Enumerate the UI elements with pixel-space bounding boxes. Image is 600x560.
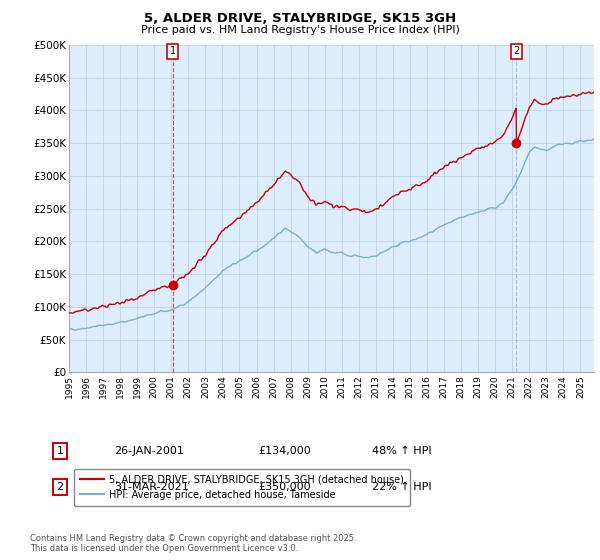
Text: 5, ALDER DRIVE, STALYBRIDGE, SK15 3GH: 5, ALDER DRIVE, STALYBRIDGE, SK15 3GH xyxy=(144,12,456,25)
Text: 26-JAN-2001: 26-JAN-2001 xyxy=(114,446,184,456)
Text: 48% ↑ HPI: 48% ↑ HPI xyxy=(372,446,431,456)
Text: 1: 1 xyxy=(56,446,64,456)
Text: 31-MAR-2021: 31-MAR-2021 xyxy=(114,482,189,492)
Text: 1: 1 xyxy=(170,46,176,57)
Text: £134,000: £134,000 xyxy=(258,446,311,456)
Text: 2: 2 xyxy=(514,46,520,57)
Text: £350,000: £350,000 xyxy=(258,482,311,492)
Text: Price paid vs. HM Land Registry's House Price Index (HPI): Price paid vs. HM Land Registry's House … xyxy=(140,25,460,35)
Text: 22% ↑ HPI: 22% ↑ HPI xyxy=(372,482,431,492)
Text: Contains HM Land Registry data © Crown copyright and database right 2025.
This d: Contains HM Land Registry data © Crown c… xyxy=(30,534,356,553)
Legend: 5, ALDER DRIVE, STALYBRIDGE, SK15 3GH (detached house), HPI: Average price, deta: 5, ALDER DRIVE, STALYBRIDGE, SK15 3GH (d… xyxy=(74,469,410,506)
Text: 2: 2 xyxy=(56,482,64,492)
